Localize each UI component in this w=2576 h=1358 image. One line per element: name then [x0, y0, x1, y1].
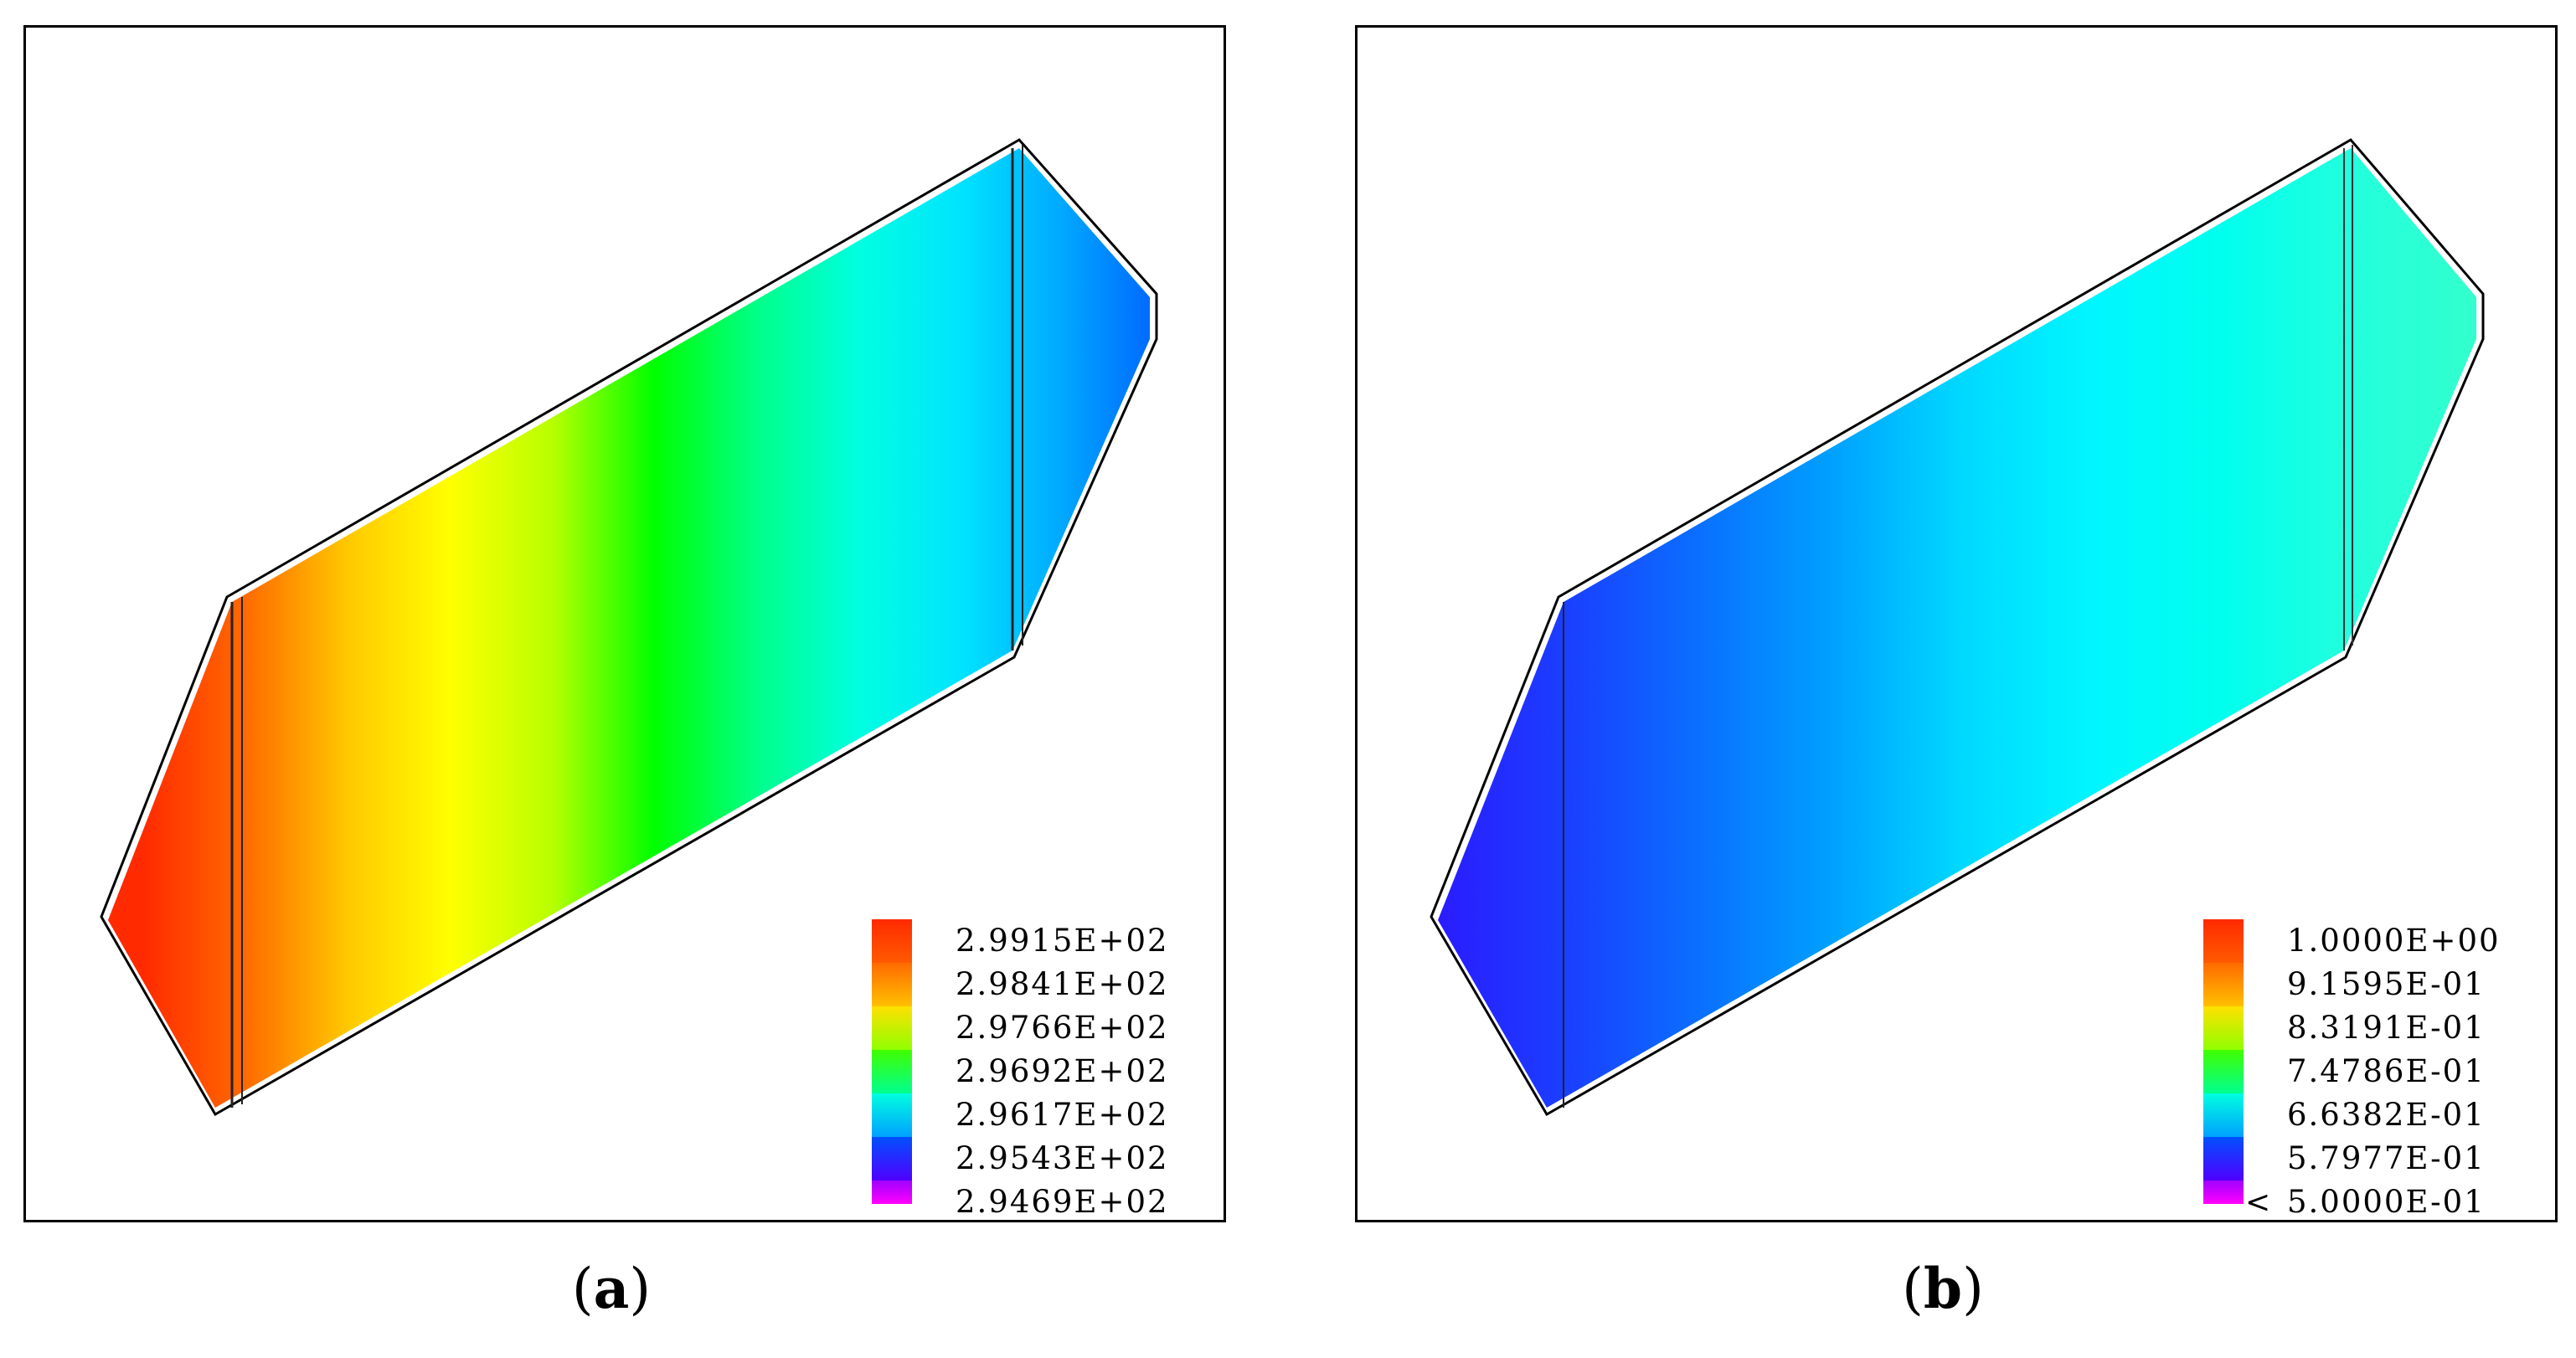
legend-row: 1.0000E+00: [2203, 919, 2555, 963]
domain-outline-a: [100, 138, 1158, 1117]
legend-b: 1.0000E+00 9.1595E-01 8.3191E-01 7.4786E…: [2203, 919, 2555, 1220]
contour-panel-b: 1.0000E+00 9.1595E-01 8.3191E-01 7.4786E…: [1355, 25, 2558, 1222]
legend-swatch: [872, 1006, 912, 1050]
legend-label: 1.0000E+00: [2287, 923, 2501, 959]
legend-label: 5.0000E-01: [2287, 1184, 2486, 1220]
legend-swatch: [2203, 1093, 2244, 1137]
caption-letter-a: a: [593, 1256, 630, 1321]
legend-swatch: [2203, 1050, 2244, 1093]
legend-swatch: [2203, 919, 2244, 963]
legend-label: 7.4786E-01: [2287, 1053, 2486, 1089]
legend-row: 9.1595E-01: [2203, 963, 2555, 1006]
legend-swatch: [872, 1093, 912, 1137]
legend-swatch: [2203, 1006, 2244, 1050]
caption-b: (b): [1902, 1256, 1984, 1321]
legend-swatch: [2203, 1137, 2244, 1181]
legend-label: 2.9766E+02: [956, 1010, 1169, 1046]
legend-row: 2.9617E+02: [872, 1093, 1224, 1137]
domain-fill-b: [1438, 148, 2476, 1108]
legend-row: 2.9766E+02: [872, 1006, 1224, 1050]
legend-a: 2.9915E+02 2.9841E+02 2.9766E+02 2.9692E…: [872, 919, 1224, 1220]
legend-row: 2.9915E+02: [872, 919, 1224, 963]
legend-row: 2.9543E+02: [872, 1137, 1224, 1181]
legend-swatch: [2203, 1181, 2244, 1204]
legend-row: 6.6382E-01: [2203, 1093, 2555, 1137]
legend-row: 8.3191E-01: [2203, 1006, 2555, 1050]
legend-row: 5.7977E-01: [2203, 1137, 2555, 1181]
legend-label: 5.7977E-01: [2287, 1140, 2486, 1176]
legend-label: 2.9841E+02: [956, 966, 1169, 1002]
legend-label: 2.9692E+02: [956, 1053, 1169, 1089]
legend-label: 6.6382E-01: [2287, 1097, 2486, 1133]
legend-swatch: [872, 919, 912, 963]
legend-swatch: [872, 1050, 912, 1093]
legend-swatch: [872, 963, 912, 1006]
legend-label: 2.9915E+02: [956, 923, 1169, 959]
legend-label: 2.9617E+02: [956, 1097, 1169, 1133]
legend-row: < 5.0000E-01: [2203, 1181, 2555, 1220]
legend-label: 9.1595E-01: [2287, 966, 2486, 1002]
contour-plot-b: [1430, 138, 2485, 1117]
legend-row: 2.9841E+02: [872, 963, 1224, 1006]
contour-panel-a: 2.9915E+02 2.9841E+02 2.9766E+02 2.9692E…: [23, 25, 1226, 1222]
legend-label: 8.3191E-01: [2287, 1010, 2486, 1046]
legend-label: 2.9543E+02: [956, 1140, 1169, 1176]
legend-row: 7.4786E-01: [2203, 1050, 2555, 1093]
domain-outline-b: [1430, 138, 2485, 1117]
legend-swatch: [872, 1137, 912, 1181]
legend-row: 2.9469E+02: [872, 1181, 1224, 1220]
legend-swatch: [872, 1181, 912, 1204]
legend-below-marker: <: [2245, 1186, 2271, 1220]
caption-a: (a): [571, 1256, 652, 1321]
legend-swatch: [2203, 963, 2244, 1006]
legend-label: 2.9469E+02: [956, 1184, 1169, 1220]
contour-plot-a: [100, 138, 1158, 1117]
domain-fill-a: [108, 148, 1150, 1108]
caption-letter-b: b: [1923, 1256, 1963, 1321]
legend-row: 2.9692E+02: [872, 1050, 1224, 1093]
